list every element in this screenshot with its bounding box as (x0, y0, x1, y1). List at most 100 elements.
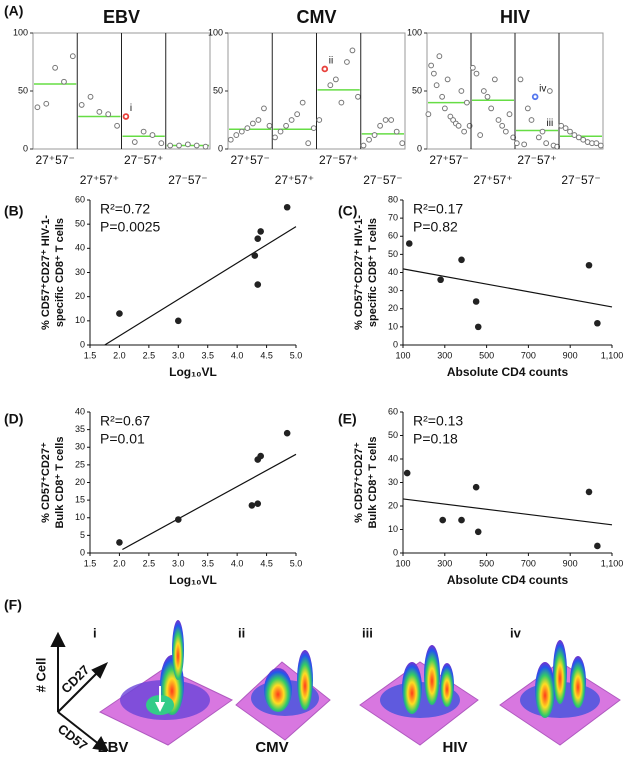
x-tick-label: 1,100 (601, 350, 624, 360)
point (251, 252, 259, 259)
dot (249, 120, 256, 127)
panel-label: (A) (4, 3, 23, 19)
panel-label: (B) (4, 203, 23, 219)
dot (140, 128, 147, 135)
dot (338, 99, 345, 106)
dot (567, 128, 573, 135)
point (257, 228, 264, 235)
y-tick-label: 5 (80, 530, 85, 540)
annotation: R²=0.72 (100, 201, 150, 217)
point (254, 281, 262, 288)
fit-line (402, 498, 613, 526)
dot (506, 111, 513, 118)
dot (477, 132, 484, 138)
dot (491, 76, 498, 83)
x-tick-label: 27⁺57⁻ (35, 153, 74, 167)
x-tick-label: 1,100 (601, 558, 624, 568)
y-tick-label: 20 (388, 303, 398, 313)
chart-title: HIV (500, 7, 530, 27)
y-tick-label: 0 (218, 143, 223, 153)
dot (461, 128, 468, 135)
dot (521, 141, 528, 148)
y-tick-label: 100 (13, 27, 28, 37)
group-label: EBV (98, 739, 129, 756)
x-tick-label: 27⁻57⁺ (124, 153, 163, 167)
annotation: iii (547, 118, 554, 129)
dot (277, 128, 284, 135)
dot (510, 134, 517, 141)
dot (377, 122, 384, 129)
dot (488, 105, 495, 112)
panel-label: (F) (4, 597, 22, 613)
point (248, 502, 256, 509)
panel-label: (E) (338, 411, 357, 427)
point (254, 500, 262, 507)
surface-plot (235, 650, 331, 741)
panel-label: (C) (338, 203, 357, 219)
panel-label: (D) (4, 411, 23, 427)
y-axis-label: Bulk CD8⁺ T cells (54, 436, 66, 528)
x-axis-label: Log₁₀VL (169, 573, 217, 587)
surface-label: ii (238, 625, 245, 640)
dot (458, 88, 465, 94)
dot (393, 128, 400, 135)
dot (499, 122, 506, 129)
annotation: P=0.0025 (100, 219, 161, 235)
x-tick-label: 5.0 (290, 558, 303, 568)
dot (580, 136, 587, 143)
dot (382, 117, 389, 123)
x-tick-label: 900 (563, 350, 578, 360)
x-tick-label: 4.5 (260, 558, 273, 568)
point (472, 298, 480, 305)
dot (473, 70, 480, 77)
x-tick-label: 3.0 (172, 558, 185, 568)
annotation: iv (539, 83, 546, 94)
point (439, 516, 447, 524)
y-tick-label: 25 (75, 459, 85, 469)
dot (272, 134, 278, 141)
dot (131, 139, 138, 145)
dot (52, 64, 59, 71)
group-label: HIV (442, 739, 467, 756)
fit-line (122, 453, 297, 551)
dot (233, 132, 240, 138)
dot (149, 132, 156, 138)
dot (288, 117, 295, 123)
dot (366, 136, 372, 143)
dot (114, 122, 120, 129)
x-tick-label: 300 (437, 558, 452, 568)
dot (184, 141, 191, 148)
dot (524, 105, 531, 112)
x-tick-label: 27⁺57⁻ (230, 153, 269, 167)
dot (238, 128, 245, 135)
dot (227, 136, 234, 143)
x-tick-label: 300 (437, 350, 452, 360)
annotation: ii (329, 56, 333, 67)
point (254, 235, 262, 242)
dot (597, 142, 604, 149)
x-tick-label: 27⁻57⁻ (363, 173, 402, 187)
x-tick-label: 27⁻57⁻ (168, 173, 207, 187)
x-tick-label: 100 (395, 350, 410, 360)
y-tick-label: 70 (388, 213, 398, 223)
x-tick-label: 700 (521, 350, 536, 360)
y-tick-label: 40 (75, 243, 85, 253)
dot (344, 59, 350, 65)
dot (266, 122, 273, 129)
fit-line (104, 226, 297, 346)
surface-plot (99, 620, 233, 746)
point (116, 539, 123, 546)
dot (593, 140, 600, 147)
y-tick-label: 0 (393, 547, 398, 557)
dot (305, 140, 312, 147)
x-tick-label: 2.0 (113, 350, 126, 360)
y-tick-label: 10 (75, 512, 85, 522)
x-tick-label: 1.5 (84, 558, 97, 568)
y-axis-label: % CD57⁺CD27⁺ HIV-1- (353, 215, 365, 330)
surface-label: i (93, 625, 97, 640)
y-tick-label: 20 (388, 500, 398, 510)
point (585, 488, 593, 496)
point (174, 317, 182, 325)
dot (554, 143, 561, 150)
dot (193, 142, 200, 149)
